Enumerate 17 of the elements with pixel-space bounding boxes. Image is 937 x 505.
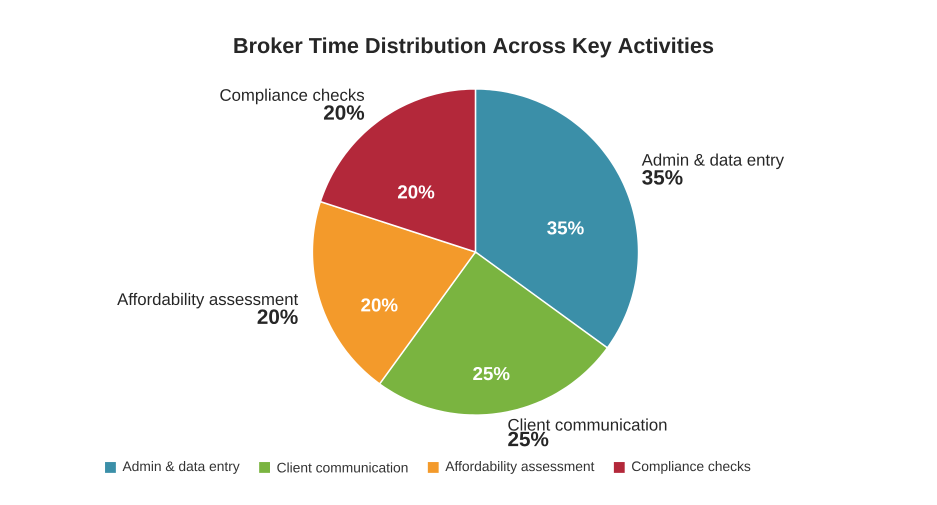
- data-label: 20%: [398, 185, 434, 199]
- data-label: 25%: [473, 366, 510, 380]
- legend-label: Admin & data entry: [122, 461, 240, 474]
- legend-label: Client communication: [277, 462, 408, 473]
- data-label: 35%: [547, 221, 584, 235]
- slice-label: Client communication: [508, 418, 666, 431]
- legend-label: Affordability assessment: [445, 461, 594, 474]
- slice-label: Admin & data entry: [642, 153, 784, 170]
- legend-label: Compliance checks: [632, 461, 750, 474]
- data-label: 20%: [361, 298, 398, 312]
- text: 25%: [508, 432, 548, 446]
- slice-label: Compliance checks: [220, 88, 364, 104]
- chart-title: Broker Time Distribution Across Key Activities: [234, 37, 714, 58]
- text: 35%: [642, 170, 683, 185]
- text: 20%: [324, 105, 364, 120]
- slice-label: Affordability assessment: [117, 292, 298, 308]
- text: 20%: [258, 309, 298, 324]
